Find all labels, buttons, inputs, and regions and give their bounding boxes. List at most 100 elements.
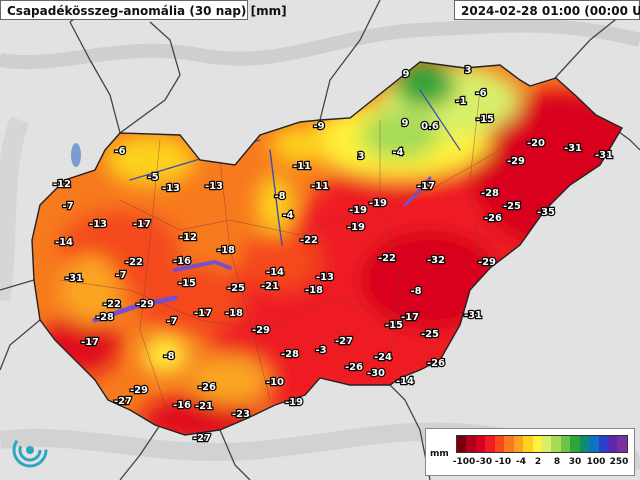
legend-tick-label: 2 [534,457,542,467]
station-value-label: -17 [133,219,151,230]
station-value-label: -20 [527,138,545,149]
station-value-label: -25 [421,329,439,340]
station-value-label: -15 [178,278,196,289]
station-value-label: -22 [378,253,396,264]
legend-swatch [551,436,561,452]
station-value-label: -24 [374,352,392,363]
legend-swatch [457,436,467,452]
legend-swatch [598,436,608,452]
station-value-label: -14 [55,237,73,248]
station-value-label: -32 [427,255,445,266]
station-value-label: -12 [53,179,71,190]
legend-swatch [579,436,590,452]
station-value-label: -28 [481,188,499,199]
legend-swatch [494,436,505,452]
station-value-label: -15 [476,114,494,125]
station-value-label: -17 [417,181,435,192]
station-value-label: -18 [305,285,323,296]
station-value-label: -17 [194,308,212,319]
station-value-label: -29 [478,257,496,268]
legend-swatch [504,436,514,452]
map-title: Csapadékösszeg-anomália (30 nap) [mm] [0,0,287,20]
station-value-label: -12 [179,232,197,243]
station-value-label: -10 [266,377,284,388]
station-value-label: -4 [282,210,293,221]
station-value-label: -14 [396,376,414,387]
station-value-label: -26 [345,362,363,373]
legend-unit: mm [430,449,449,459]
county-lines [59,89,501,421]
station-value-label: 9 [402,118,409,129]
legend-swatch [541,436,552,452]
station-value-label: -31 [564,143,582,154]
legend-tick-label: 8 [553,457,561,467]
station-value-label: -8 [410,286,421,297]
station-value-label: -28 [281,349,299,360]
station-value-label: -16 [173,400,191,411]
station-value-label: -18 [225,308,243,319]
station-value-label: -26 [484,213,502,224]
station-value-label: -25 [227,283,245,294]
station-value-label: -18 [217,245,235,256]
legend-swatch [513,436,524,452]
station-value-label: -31 [595,150,613,161]
station-value-label: -31 [65,273,83,284]
station-value-label: -13 [316,272,334,283]
station-value-label: -26 [198,382,216,393]
station-value-label: -22 [103,299,121,310]
station-value-label: -14 [266,267,284,278]
station-value-label: -25 [503,201,521,212]
station-value-label: 9 [403,69,410,80]
station-value-label: -19 [369,198,387,209]
met-service-swirl-logo [10,428,50,472]
station-value-label: -13 [205,181,223,192]
station-value-label: -4 [392,147,403,158]
legend: mm -100 -30 -10 -4 2 8 30 100 250 [425,428,635,476]
station-value-label: -17 [401,312,419,323]
station-value-label: -19 [347,222,365,233]
station-value-label: -30 [367,368,385,379]
station-value-label: -11 [311,181,329,192]
neusiedl-lake [71,143,81,167]
legend-swatch [617,436,627,452]
station-value-label: -29 [507,156,525,167]
station-value-label: -31 [464,310,482,321]
legend-tick-label: -100 [452,457,476,467]
station-value-label: -8 [163,351,174,362]
station-value-label: -11 [293,161,311,172]
legend-swatch [475,436,486,452]
station-value-label: -26 [427,358,445,369]
legend-ticks: -100 -30 -10 -4 2 8 30 100 250 [452,457,629,469]
legend-swatch [523,436,533,452]
station-value-label: -16 [173,256,191,267]
station-value-label: -3 [315,345,326,356]
station-value-label: -22 [300,235,318,246]
legend-colorbar [456,435,628,453]
station-value-label: -29 [136,299,154,310]
terrain-relief [0,18,640,70]
legend-tick-label: 100 [586,457,606,467]
station-value-label: -6 [114,146,125,157]
station-value-label: -7 [115,270,126,281]
legend-swatch [589,436,599,452]
station-value-label: -17 [81,337,99,348]
station-value-label: -27 [193,433,211,444]
station-value-label: 3 [358,151,365,162]
legend-tick-label: -30 [475,457,493,467]
legend-swatch [466,436,476,452]
legend-swatch [485,436,495,452]
legend-tick-label: -4 [516,457,526,467]
station-value-label: -7 [62,201,73,212]
legend-tick-label: -10 [494,457,512,467]
station-value-label: -8 [274,191,285,202]
station-value-label: -22 [125,257,143,268]
legend-tick-label: 250 [609,457,629,467]
station-value-label: -6 [475,88,486,99]
station-value-label: -15 [385,320,403,331]
value-labels: 9 3 -1 -6 -15 -9 9 0.6 -4 3 -20 -31 -31 -6 -12 -7 -5 -13 -… [52,64,615,445]
station-value-label: -7 [166,316,177,327]
legend-swatch [608,436,618,452]
station-value-label: 0.6 [421,121,439,132]
station-value-label: -19 [349,205,367,216]
station-value-label: -27 [114,396,132,407]
